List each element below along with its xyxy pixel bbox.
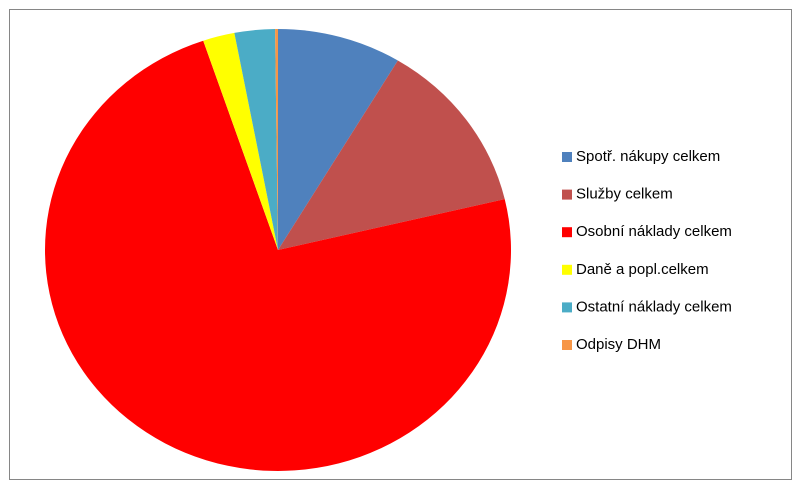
pie-slice bbox=[278, 29, 398, 250]
legend-swatch bbox=[562, 152, 572, 162]
legend-swatch bbox=[562, 264, 572, 275]
pie-slice bbox=[203, 32, 278, 250]
pie-slice bbox=[45, 40, 512, 471]
legend-swatch bbox=[562, 227, 572, 238]
legend-label: Osobní náklady celkem bbox=[576, 223, 732, 240]
legend-label: Služby celkem bbox=[576, 186, 673, 203]
legend-label: Daně a popl.celkem bbox=[576, 261, 709, 278]
pie-slice bbox=[278, 60, 505, 251]
pie-slice bbox=[275, 29, 278, 250]
legend-label: Odpisy DHM bbox=[576, 336, 661, 353]
legend-label: Ostatní náklady celkem bbox=[576, 298, 732, 315]
legend-swatch bbox=[562, 340, 572, 350]
legend-label: Spotř. nákupy celkem bbox=[576, 148, 720, 165]
pie-slice bbox=[234, 29, 278, 250]
legend-swatch bbox=[562, 302, 572, 313]
legend-swatch bbox=[562, 189, 572, 200]
